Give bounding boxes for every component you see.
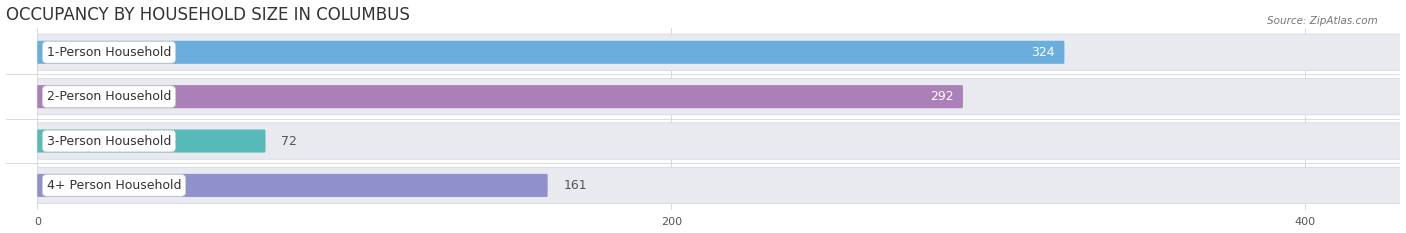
FancyBboxPatch shape — [37, 79, 1400, 115]
Text: 161: 161 — [564, 179, 588, 192]
Text: 324: 324 — [1031, 46, 1054, 59]
FancyBboxPatch shape — [37, 167, 1400, 204]
FancyBboxPatch shape — [37, 130, 266, 153]
FancyBboxPatch shape — [37, 41, 1064, 64]
Text: 3-Person Household: 3-Person Household — [46, 134, 172, 147]
Text: OCCUPANCY BY HOUSEHOLD SIZE IN COLUMBUS: OCCUPANCY BY HOUSEHOLD SIZE IN COLUMBUS — [6, 6, 409, 24]
Text: 292: 292 — [929, 90, 953, 103]
Text: Source: ZipAtlas.com: Source: ZipAtlas.com — [1267, 16, 1378, 26]
Text: 2-Person Household: 2-Person Household — [46, 90, 172, 103]
FancyBboxPatch shape — [37, 85, 963, 108]
Text: 72: 72 — [281, 134, 297, 147]
FancyBboxPatch shape — [37, 34, 1400, 71]
Text: 4+ Person Household: 4+ Person Household — [46, 179, 181, 192]
FancyBboxPatch shape — [37, 123, 1400, 159]
Text: 1-Person Household: 1-Person Household — [46, 46, 172, 59]
FancyBboxPatch shape — [37, 174, 548, 197]
